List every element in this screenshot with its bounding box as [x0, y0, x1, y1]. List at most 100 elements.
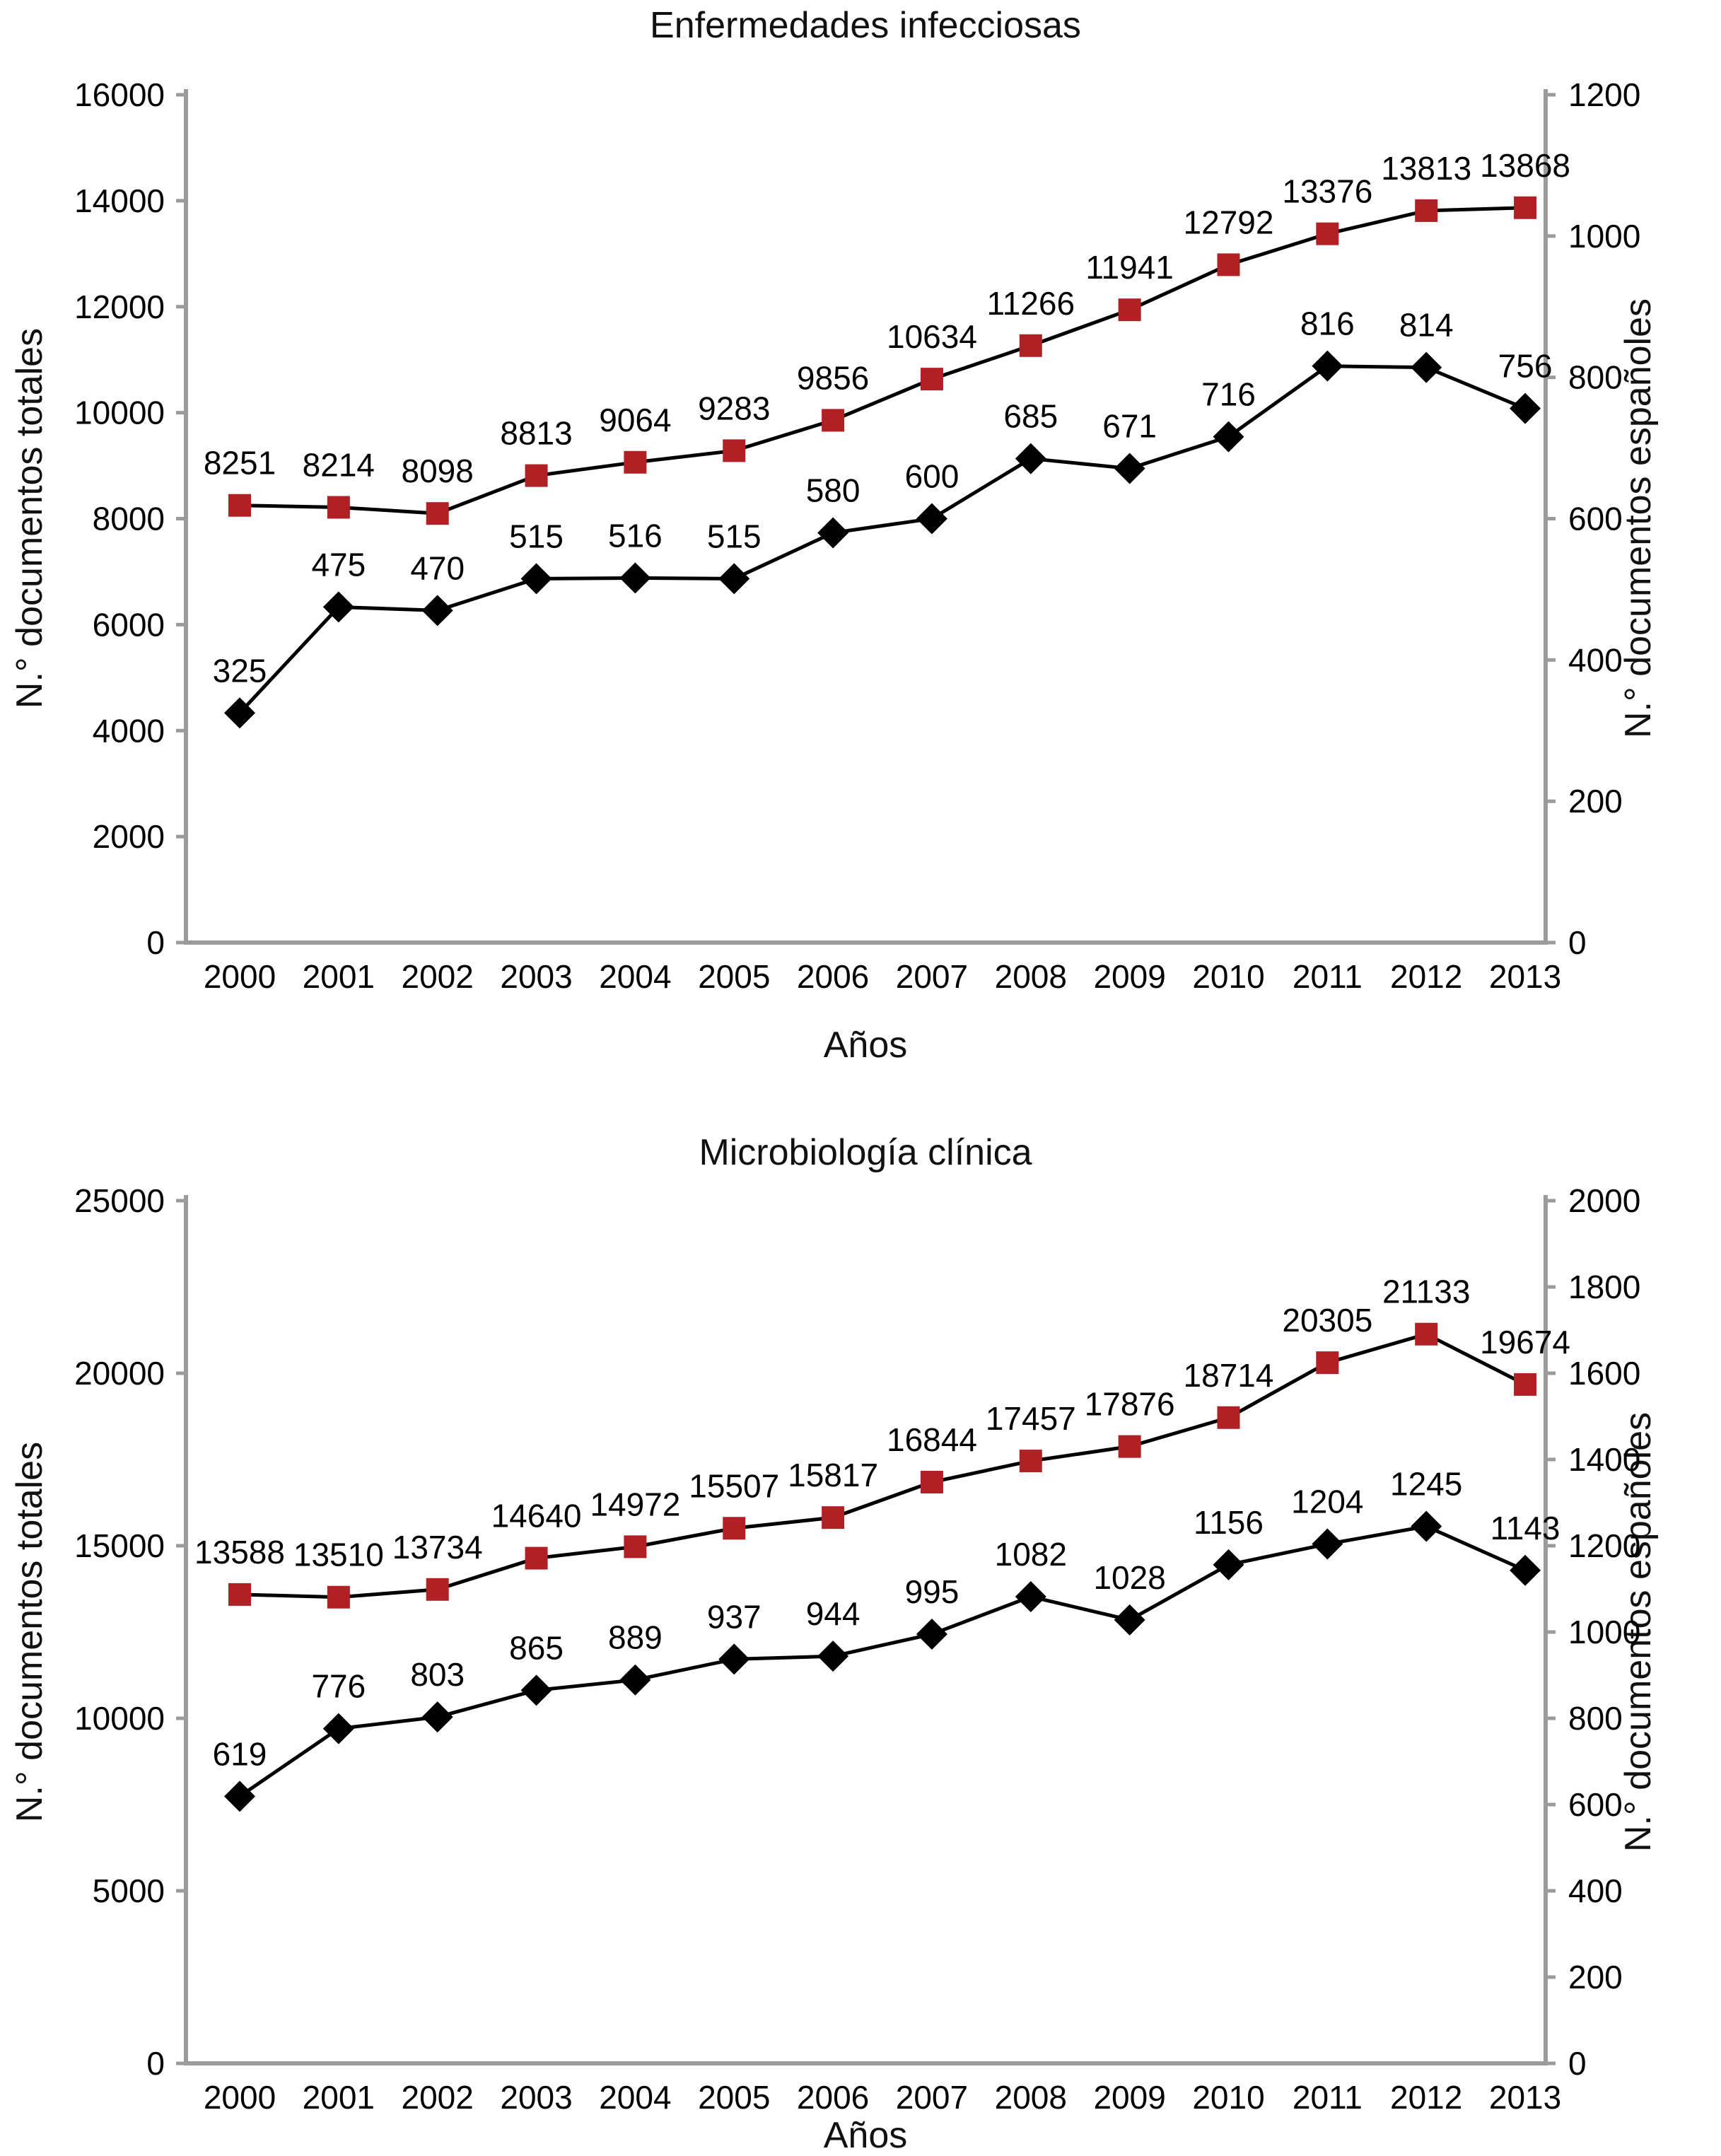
- left-axis-tick-label: 10000: [74, 1700, 165, 1737]
- data-point-label: 325: [213, 652, 267, 689]
- data-point-label: 580: [806, 472, 860, 508]
- right-axis-tick-label: 400: [1568, 1872, 1623, 1909]
- diamond-marker: [1312, 350, 1343, 382]
- x-axis-tick-label: 2003: [500, 958, 572, 995]
- square-marker: [1415, 1322, 1438, 1346]
- data-point-label: 685: [1003, 398, 1058, 435]
- right-axis-tick-label: 400: [1568, 641, 1623, 678]
- left-axis-tick-label: 14000: [74, 182, 165, 219]
- right-axis-tick-label: 1600: [1568, 1355, 1640, 1392]
- square-marker: [723, 1517, 746, 1540]
- diamond-marker: [718, 1643, 750, 1675]
- square-marker: [920, 1471, 943, 1494]
- diamond-marker: [817, 1641, 849, 1672]
- left-axis-tick-label: 8000: [93, 501, 165, 537]
- data-point-label: 16844: [887, 1421, 977, 1458]
- data-point-label: 516: [608, 517, 663, 554]
- data-point-label: 13510: [293, 1537, 384, 1573]
- diamond-marker: [1510, 1554, 1541, 1586]
- data-point-label: 8251: [204, 445, 276, 482]
- x-axis-tick-label: 2001: [303, 958, 375, 995]
- diamond-marker: [1015, 443, 1046, 474]
- square-marker: [1316, 222, 1339, 245]
- diamond-marker: [322, 591, 354, 623]
- square-marker: [1019, 1450, 1042, 1473]
- square-marker: [426, 1578, 449, 1601]
- data-point-label: 14972: [590, 1486, 680, 1522]
- diamond-marker: [1411, 1510, 1442, 1542]
- x-axis-tick-label: 2001: [303, 2079, 375, 2116]
- square-marker: [1514, 1373, 1537, 1396]
- x-axis-tick-label: 2000: [204, 2079, 276, 2116]
- right-axis-tick-label: 1200: [1568, 1527, 1640, 1564]
- x-axis-tick-label: 2007: [896, 958, 968, 995]
- x-axis-tick-label: 2009: [1093, 2079, 1165, 2116]
- right-axis-tick-label: 0: [1568, 2045, 1587, 2082]
- data-point-label: 1245: [1390, 1466, 1462, 1503]
- right-axis-tick-label: 600: [1568, 1786, 1623, 1823]
- left-axis-tick-label: 6000: [93, 606, 165, 643]
- series-line-left: [239, 206, 1526, 515]
- chart1-x-axis-label: Años: [823, 1025, 908, 1066]
- right-axis-tick-label: 1400: [1568, 1441, 1640, 1478]
- left-axis-tick-label: 4000: [93, 712, 165, 749]
- x-axis-tick-label: 2010: [1192, 2079, 1264, 2116]
- x-axis-tick-label: 2002: [402, 2079, 474, 2116]
- square-marker: [1217, 1406, 1240, 1429]
- data-point-label: 12792: [1184, 204, 1274, 240]
- square-marker: [327, 1585, 350, 1609]
- data-point-label: 15817: [788, 1457, 878, 1493]
- data-point-label: 944: [806, 1595, 860, 1632]
- left-axis-tick-label: 20000: [74, 1355, 165, 1392]
- diamond-marker: [224, 1781, 255, 1812]
- diamond-marker: [520, 563, 552, 595]
- left-axis-tick-label: 25000: [74, 1182, 165, 1219]
- series-line-left: [239, 1332, 1527, 1599]
- left-axis-tick-label: 15000: [74, 1527, 165, 1564]
- data-point-label: 9856: [797, 359, 869, 396]
- square-marker: [1217, 253, 1240, 276]
- x-axis-tick-label: 2011: [1293, 958, 1363, 995]
- data-point-label: 1156: [1194, 1504, 1264, 1541]
- chart2-plot-area: 0 5000 10000 15000 20000 25000 0 200 400 600 800 10…: [74, 1182, 1640, 2116]
- data-point-label: 17876: [1085, 1386, 1175, 1423]
- x-axis-tick-label: 2011: [1293, 2079, 1363, 2116]
- square-marker: [426, 502, 449, 525]
- series-line-right: [238, 1525, 1527, 1798]
- square-marker: [1514, 196, 1537, 219]
- x-axis-tick-label: 2005: [698, 958, 770, 995]
- right-axis-tick-label: 800: [1568, 359, 1623, 396]
- x-axis-tick-label: 2002: [402, 958, 474, 995]
- right-axis-tick-label: 1200: [1568, 76, 1640, 113]
- right-axis-tick-label: 1000: [1568, 1614, 1640, 1650]
- data-point-label: 21133: [1382, 1274, 1471, 1310]
- data-point-label: 889: [608, 1619, 663, 1656]
- square-marker: [822, 409, 845, 432]
- data-point-label: 865: [509, 1629, 564, 1666]
- diamond-marker: [718, 563, 750, 595]
- diamond-marker: [916, 1619, 947, 1650]
- right-axis-tick-label: 0: [1568, 924, 1587, 961]
- data-point-label: 995: [905, 1573, 959, 1610]
- diamond-marker: [619, 1664, 651, 1696]
- square-marker: [1316, 1351, 1339, 1375]
- data-point-label: 13813: [1381, 150, 1471, 187]
- data-point-label: 8098: [402, 453, 474, 489]
- diamond-marker: [1114, 1604, 1145, 1636]
- data-point-label: 14640: [491, 1498, 582, 1534]
- diamond-marker: [1411, 351, 1442, 383]
- x-axis-tick-label: 2008: [995, 958, 1067, 995]
- x-axis-tick-label: 2000: [204, 958, 276, 995]
- left-axis-tick-label: 12000: [74, 289, 165, 325]
- x-axis-tick-label: 2003: [500, 2079, 572, 2116]
- diamond-marker: [322, 1713, 354, 1744]
- left-axis-tick-label: 10000: [74, 395, 165, 431]
- data-point-label: 8813: [500, 415, 572, 452]
- square-marker: [327, 496, 350, 519]
- data-point-label: 15507: [689, 1467, 779, 1504]
- diamond-marker: [916, 503, 947, 535]
- chart2-title: Microbiología clínica: [699, 1132, 1032, 1173]
- data-point-label: 1143: [1490, 1510, 1560, 1546]
- right-axis-tick-label: 1000: [1568, 218, 1640, 255]
